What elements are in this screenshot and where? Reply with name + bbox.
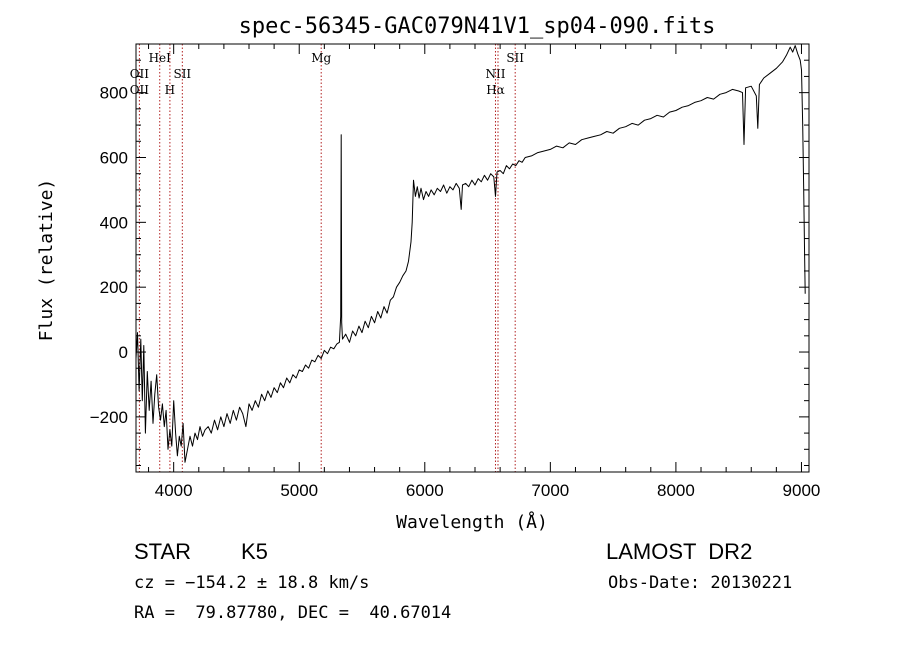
y-tick-label: 400 [100,213,128,232]
redshift-text: cz = −154.2 ± 18.8 km/s [134,573,370,593]
emission-line-label: Hα [486,83,505,97]
emission-line-label: NII [485,67,505,81]
plot-frame [135,43,810,473]
emission-line-label: H [165,83,175,97]
x-tick-label: 7000 [531,481,569,500]
x-tick-label: 6000 [406,481,444,500]
emission-line-label: Mg [311,51,331,65]
x-tick-label: 5000 [280,481,318,500]
y-tick-label: −200 [90,408,128,427]
y-tick-label: 600 [100,148,128,167]
coordinates-text: RA = 79.87780, DEC = 40.67014 [134,603,452,623]
y-tick-label: 800 [100,84,128,103]
emission-line-label: SII [506,51,524,65]
x-tick-label: 8000 [657,481,695,500]
y-tick-label: 200 [100,278,128,297]
x-tick-label: 9000 [783,481,821,500]
spectrum-line [135,45,806,463]
object-class: STAR [134,539,192,564]
x-axis-label: Wavelength (Å) [396,511,548,533]
y-axis-label: Flux (relative) [36,179,57,342]
emission-line-label: SII [173,67,191,81]
chart-title: spec-56345-GAC079N41V1_sp04-090.fits [239,14,716,39]
x-tick-label: 4000 [155,481,193,500]
emission-line-label: HeI [149,51,172,65]
observation-date: Obs-Date: 20130221 [608,573,793,593]
spectrum-series [135,45,806,463]
emission-line-markers: OII OII HeI H SII Mg NII Hα SII [130,44,524,472]
plot-axes: 4000 5000 6000 7000 8000 9000 −200 0 200 400 600 80… [90,43,821,500]
emission-line-label: OII [130,83,150,97]
emission-line-label: OII [130,67,150,81]
object-subclass: K5 [241,539,268,564]
survey-name: LAMOST DR2 [606,539,753,564]
y-tick-label: 0 [119,343,128,362]
